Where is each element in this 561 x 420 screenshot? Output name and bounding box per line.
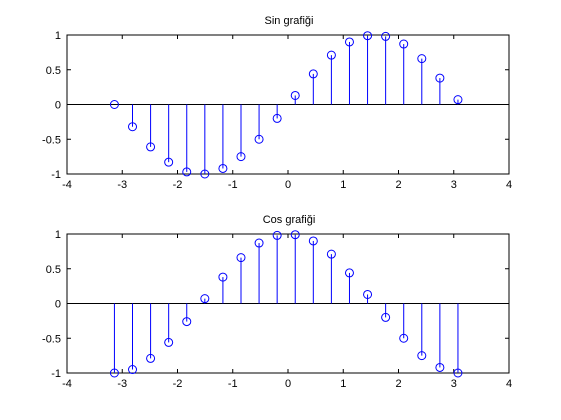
cos-plot-title: Cos grafiği bbox=[263, 214, 316, 226]
sin-stem-marker bbox=[109, 100, 119, 109]
cos-stem-marker bbox=[236, 253, 246, 263]
cos-stem-marker bbox=[182, 317, 192, 327]
sin-x-tick-label: 1 bbox=[340, 179, 346, 191]
cos-y-tick-label: -0.5 bbox=[42, 333, 61, 345]
cos-x-tick-label: 2 bbox=[395, 378, 401, 390]
cos-stem-marker bbox=[218, 272, 228, 282]
sin-y-tick-label: 0 bbox=[55, 100, 61, 112]
sin-stem-marker bbox=[381, 31, 391, 41]
sin-stem-marker bbox=[146, 142, 156, 152]
cos-x-tick-label: -1 bbox=[228, 378, 238, 390]
cos-stem-marker bbox=[109, 368, 119, 378]
cos-stem-marker bbox=[200, 294, 210, 304]
cos-stem-marker bbox=[128, 365, 138, 375]
sin-y-tick-label: -1 bbox=[51, 169, 61, 181]
sin-x-tick-label: 2 bbox=[395, 179, 401, 191]
sin-x-tick-label: 4 bbox=[506, 179, 512, 191]
cos-x-tick-label: 1 bbox=[340, 378, 346, 390]
sin-stem-marker bbox=[290, 90, 300, 100]
sin-x-tick-label: -1 bbox=[228, 179, 238, 191]
sin-stem-marker bbox=[417, 54, 427, 64]
cos-stem-marker bbox=[453, 368, 463, 378]
sin-stem-marker bbox=[272, 113, 282, 123]
sin-stem-marker bbox=[128, 122, 138, 132]
sin-stem-marker bbox=[164, 157, 174, 167]
sin-stem-marker bbox=[363, 31, 373, 41]
cos-stem-marker bbox=[435, 362, 445, 372]
cos-y-tick-label: 0 bbox=[55, 299, 61, 311]
sin-stem-marker bbox=[308, 69, 318, 79]
cos-x-tick-label: -4 bbox=[62, 378, 72, 390]
cos-stem-marker bbox=[326, 249, 336, 259]
sin-stem-marker bbox=[326, 50, 336, 60]
cos-stem-marker bbox=[363, 289, 373, 299]
cos-y-tick-label: 1 bbox=[55, 229, 61, 241]
sin-stem-marker bbox=[453, 95, 463, 105]
sin-plot-title: Sin grafiği bbox=[265, 15, 314, 27]
cos-x-tick-label: 4 bbox=[506, 378, 512, 390]
cos-x-tick-label: -2 bbox=[173, 378, 183, 390]
cos-stem-marker bbox=[290, 230, 300, 240]
sin-y-tick-label: -0.5 bbox=[42, 134, 61, 146]
sin-stem-marker bbox=[399, 39, 409, 49]
sin-stem-marker bbox=[200, 169, 210, 179]
cos-stem-marker bbox=[308, 236, 318, 246]
cos-x-tick-label: -3 bbox=[117, 378, 127, 390]
cos-stem-marker bbox=[417, 351, 427, 361]
sin-x-tick-label: 0 bbox=[285, 179, 291, 191]
cos-stem-marker bbox=[399, 333, 409, 343]
sin-stem-marker bbox=[236, 152, 246, 162]
cos-stem-marker bbox=[272, 230, 282, 240]
sin-y-tick-label: 1 bbox=[55, 30, 61, 42]
sin-x-tick-label: 3 bbox=[451, 179, 457, 191]
sin-plot: Sin grafiği -4 -3 -2 -1 0 1 2 3 4 -1 -0.5 0 0.5 1 bbox=[42, 15, 512, 191]
sin-y-tick-label: 0.5 bbox=[46, 65, 61, 77]
cos-stem-marker bbox=[344, 268, 354, 278]
sin-stem-marker bbox=[344, 37, 354, 47]
sin-x-tick-label: -3 bbox=[117, 179, 127, 191]
cos-y-tick-label: 0.5 bbox=[46, 264, 61, 276]
cos-x-tick-label: 0 bbox=[285, 378, 291, 390]
cos-stem-marker bbox=[146, 353, 156, 363]
cos-stem-marker bbox=[164, 337, 174, 347]
cos-stem-marker bbox=[254, 238, 264, 248]
cos-plot: Cos grafiği -4 -3 -2 -1 0 1 2 3 4 -1 -0.5 0 0.5 1 bbox=[42, 214, 512, 390]
cos-x-tick-label: 3 bbox=[451, 378, 457, 390]
cos-y-tick-label: -1 bbox=[51, 368, 61, 380]
sin-stem-marker bbox=[218, 163, 228, 173]
sin-stem-marker bbox=[254, 134, 264, 144]
sin-x-tick-label: -2 bbox=[173, 179, 183, 191]
sin-x-tick-label: -4 bbox=[62, 179, 72, 191]
sin-stem-marker bbox=[182, 167, 192, 177]
cos-stem-marker bbox=[381, 312, 391, 322]
sin-stem-marker bbox=[435, 73, 445, 83]
